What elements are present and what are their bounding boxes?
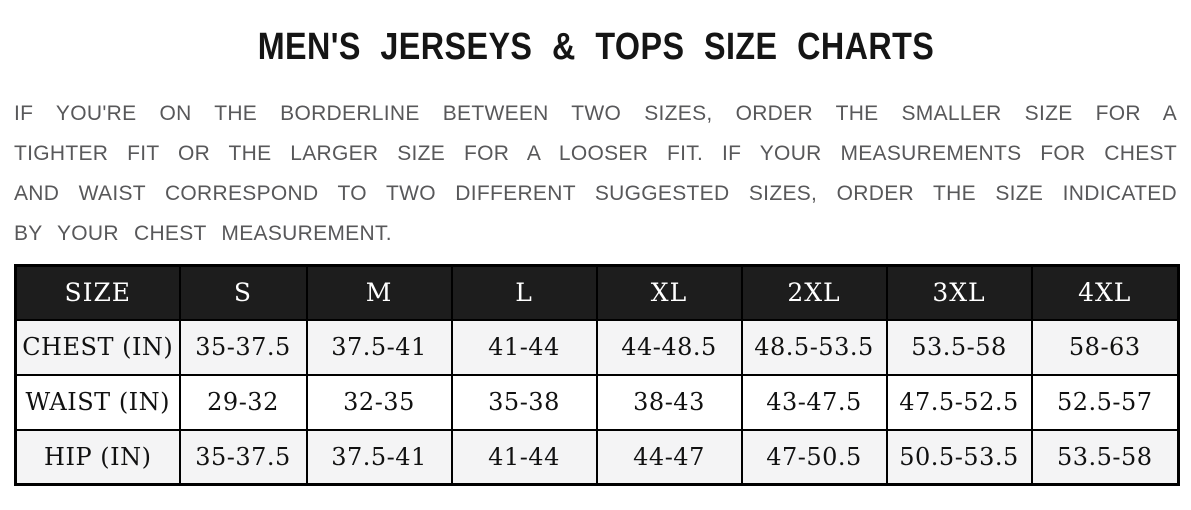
header-cell-3xl: 3XL — [885, 264, 1033, 321]
chest-value-s: 35-37.5 — [178, 318, 308, 376]
header-cell-4xl: 4XL — [1030, 264, 1180, 321]
hip-value-3xl: 50.5-53.5 — [885, 428, 1033, 486]
hip-value-2xl: 47-50.5 — [740, 428, 888, 486]
header-cell-s: S — [178, 264, 308, 321]
row-label-waist: WAIST (IN) — [14, 373, 181, 431]
hip-value-s: 35-37.5 — [178, 428, 308, 486]
chest-value-3xl: 53.5-58 — [885, 318, 1033, 376]
waist-value-xl: 38-43 — [595, 373, 743, 431]
hip-value-m: 37.5-41 — [305, 428, 453, 486]
table-row-chest: CHEST (IN) 35-37.5 37.5-41 41-44 44-48.5… — [14, 318, 1180, 376]
waist-value-s: 29-32 — [178, 373, 308, 431]
waist-value-3xl: 47.5-52.5 — [885, 373, 1033, 431]
size-chart-table: SIZE S M L XL 2XL 3XL 4XL CHEST (IN) 35-… — [14, 264, 1180, 486]
intro-line: BY YOUR CHEST MEASUREMENT. — [14, 222, 392, 245]
hip-value-4xl: 53.5-58 — [1030, 428, 1180, 486]
waist-value-4xl: 52.5-57 — [1030, 373, 1180, 431]
waist-value-2xl: 43-47.5 — [740, 373, 888, 431]
intro-paragraph: IF YOU'RE ON THE BORDERLINE BETWEEN TWO … — [14, 94, 1177, 254]
chest-value-2xl: 48.5-53.5 — [740, 318, 888, 376]
page-title: MEN'S JERSEYS & TOPS SIZE CHARTS — [257, 26, 934, 68]
header-cell-size: SIZE — [14, 264, 181, 321]
intro-line: TIGHTER FIT OR THE LARGER SIZE FOR A LOO… — [14, 142, 1177, 165]
table-row-waist: WAIST (IN) 29-32 32-35 35-38 38-43 43-47… — [14, 373, 1180, 431]
header-cell-m: M — [305, 264, 453, 321]
intro-line: AND WAIST CORRESPOND TO TWO DIFFERENT SU… — [14, 182, 1177, 205]
intro-line: IF YOU'RE ON THE BORDERLINE BETWEEN TWO … — [14, 102, 1177, 125]
chest-value-l: 41-44 — [450, 318, 598, 376]
header-cell-l: L — [450, 264, 598, 321]
hip-value-l: 41-44 — [450, 428, 598, 486]
header-cell-2xl: 2XL — [740, 264, 888, 321]
chest-value-4xl: 58-63 — [1030, 318, 1180, 376]
hip-value-xl: 44-47 — [595, 428, 743, 486]
title-wrap: MEN'S JERSEYS & TOPS SIZE CHARTS — [14, 24, 1177, 70]
chest-value-xl: 44-48.5 — [595, 318, 743, 376]
table-row-hip: HIP (IN) 35-37.5 37.5-41 41-44 44-47 47-… — [14, 428, 1180, 486]
row-label-hip: HIP (IN) — [14, 428, 181, 486]
header-cell-xl: XL — [595, 264, 743, 321]
waist-value-m: 32-35 — [305, 373, 453, 431]
row-label-chest: CHEST (IN) — [14, 318, 181, 376]
table-header-row: SIZE S M L XL 2XL 3XL 4XL — [14, 264, 1180, 321]
chest-value-m: 37.5-41 — [305, 318, 453, 376]
waist-value-l: 35-38 — [450, 373, 598, 431]
